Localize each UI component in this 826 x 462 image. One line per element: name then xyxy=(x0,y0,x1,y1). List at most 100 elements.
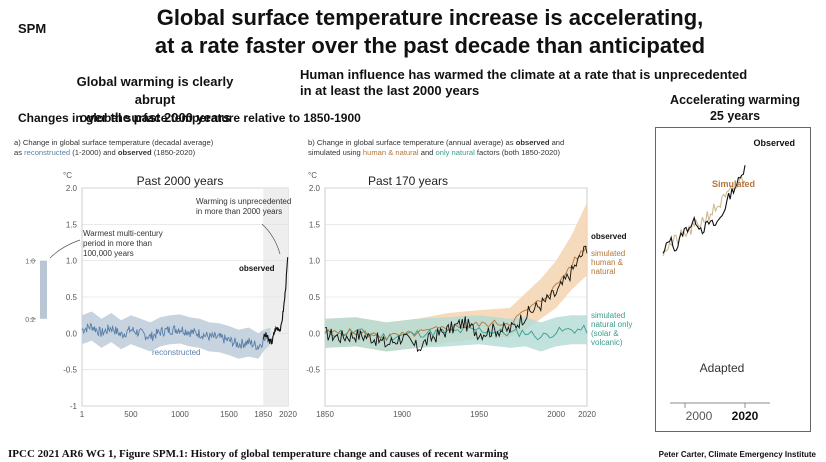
caption-b-human: human & natural xyxy=(362,148,419,157)
caption-b: b) Change in global surface temperature … xyxy=(308,138,628,158)
left-subtitle-line-1: Global warming is clearly abrupt xyxy=(76,74,234,107)
adapted-label: Adapted xyxy=(700,361,745,375)
spm-label: SPM xyxy=(18,21,47,36)
x-tick-label: 500 xyxy=(124,410,138,419)
natural-only-line xyxy=(324,324,588,342)
unit-label: °C xyxy=(308,171,317,180)
warmest-annotation-line: 100,000 years xyxy=(83,249,134,258)
x-tick-label: 2020 xyxy=(578,410,596,419)
legend-human-line: simulated xyxy=(591,249,625,258)
x-tick-label: 1950 xyxy=(470,410,488,419)
mid-subtitle-line-1: Human influence has warmed the climate a… xyxy=(300,67,748,82)
inset-frame xyxy=(655,127,811,432)
title-line-2: at a rate faster over the past decade th… xyxy=(154,33,706,58)
x-tick-label: 1900 xyxy=(393,410,411,419)
warmest-annotation-line: period in more than xyxy=(83,239,152,248)
observed-label: observed xyxy=(239,264,275,273)
chart-past-170-years: 2.0 1.5 1.0 0.5 0.0 -0.5 1850 1900 1950 2000 2020 °… xyxy=(306,171,632,419)
caption-a-reconstructed: reconstructed xyxy=(24,148,71,157)
caption-a-part4: (1850-2020) xyxy=(151,148,196,157)
legend-natural-only: simulated natural only (solar & volcanic) xyxy=(591,311,632,347)
y-tick-label: 2.0 xyxy=(309,184,321,193)
caption-b-part5: factors (both 1850-2020) xyxy=(474,148,561,157)
observed-label: Observed xyxy=(753,138,795,148)
observed-line xyxy=(262,257,289,345)
caption-b-observed: observed xyxy=(515,138,550,147)
chart-past-2000-years: 2.01.51.00.50.0-0.5-11 500 1000 1500 1850 202… xyxy=(25,171,297,419)
legend-natural-line: simulated xyxy=(591,311,625,320)
y-tick-label: 0.0 xyxy=(309,329,321,338)
inset-title-line-1: Accelerating warming xyxy=(670,93,800,107)
side-bar-top-label: 1.0 xyxy=(25,259,35,266)
title-line-1: Global surface temperature increase is a… xyxy=(156,5,704,30)
inset-title: Accelerating warming 25 years xyxy=(655,92,815,124)
caption-b-part2: and xyxy=(549,138,565,147)
warming-arrow xyxy=(261,223,281,255)
warmest-annotation: Warmest multi-century period in more than… xyxy=(83,229,163,258)
legend-human-natural: simulated human & natural xyxy=(591,249,625,276)
side-bar-bottom-label: 0.2 xyxy=(25,317,35,324)
caption-a-observed: observed xyxy=(117,148,152,157)
y-tick-label: 2.0 xyxy=(66,184,78,193)
simulated-line xyxy=(662,176,746,257)
warmest-annotation-line: Warmest multi-century xyxy=(83,229,163,238)
caption-b-part4: and xyxy=(418,148,436,157)
reconstructed-band xyxy=(82,311,271,359)
legend-natural-line: (solar & xyxy=(591,329,619,338)
chart-accelerating-warming: Observed Simulated Adapted 2000 2020 xyxy=(662,138,795,423)
x-tick-label: 1500 xyxy=(220,410,238,419)
y-tick-label: 0.5 xyxy=(309,293,321,302)
legend-human-line: natural xyxy=(591,267,616,276)
panel-title: Past 2000 years xyxy=(137,174,224,188)
inset-x-tick-label: 2020 xyxy=(732,409,759,423)
mid-subtitle-line-2: in at least the last 2000 years xyxy=(300,83,480,98)
warmest-period-bar xyxy=(40,260,47,319)
y-tick-label: 0.0 xyxy=(66,329,78,338)
inset-x-tick-label: 2000 xyxy=(686,409,713,423)
human-natural-band xyxy=(325,202,587,352)
legend-natural-line: volcanic) xyxy=(591,338,623,347)
legend-observed: observed xyxy=(591,232,627,241)
warming-annotation: Warming is unprecedented in more than 200… xyxy=(196,197,291,216)
y-tick-label: 0.5 xyxy=(66,293,78,302)
y-tick-label: 1.0 xyxy=(309,257,321,266)
x-tick-label: 2000 xyxy=(547,410,565,419)
panel-title: Past 170 years xyxy=(368,174,448,188)
reconstructed-line xyxy=(81,322,271,351)
mid-subtitle: Human influence has warmed the climate a… xyxy=(300,67,760,99)
caption-b-part3: simulated using xyxy=(308,148,363,157)
y-tick-label: -1 xyxy=(70,402,78,411)
source-footer: IPCC 2021 AR6 WG 1, Figure SPM.1: Histor… xyxy=(8,448,509,460)
caption-b-part1: b) Change in global surface temperature … xyxy=(308,138,516,147)
x-tick-label: 1000 xyxy=(171,410,189,419)
y-tick-label: -0.5 xyxy=(63,366,77,375)
caption-b-natural: only natural xyxy=(435,148,475,157)
x-tick-label: 2020 xyxy=(279,410,297,419)
inset-title-line-2: 25 years xyxy=(709,109,761,123)
changes-heading: Changes in global surface temperature re… xyxy=(18,111,361,125)
y-tick-label: 1.5 xyxy=(309,220,321,229)
caption-a-prefix: as xyxy=(14,148,25,157)
x-tick-label: 1 xyxy=(80,410,85,419)
y-tick-label: 1.0 xyxy=(66,257,78,266)
x-tick-label: 1850 xyxy=(254,410,272,419)
y-tick-label: 1.5 xyxy=(66,220,78,229)
legend-human-line: human & xyxy=(591,258,624,267)
unit-label: °C xyxy=(63,171,72,180)
caption-a-part3: (1-2000) and xyxy=(70,148,118,157)
caption-a-part1: a) Change in global surface temperature … xyxy=(14,138,214,147)
left-subtitle: Global warming is clearly abrupt over th… xyxy=(55,73,255,127)
left-subtitle-line-2: over the past 2000 years xyxy=(79,110,231,125)
legend-natural-line: natural only xyxy=(591,320,632,329)
page-title: Global surface temperature increase is a… xyxy=(110,4,750,60)
x-tick-label: 1850 xyxy=(316,410,334,419)
simulated-label: Simulated xyxy=(712,179,755,189)
y-tick-label: -0.5 xyxy=(306,366,320,375)
caption-a: a) Change in global surface temperature … xyxy=(14,138,299,158)
reconstructed-label: reconstructed xyxy=(152,348,200,357)
observed-line xyxy=(324,245,588,353)
warming-annotation-line: Warming is unprecedented xyxy=(196,197,291,206)
credit-footer: Peter Carter, Climate Emergency Institut… xyxy=(658,450,816,459)
warmest-arrow xyxy=(49,239,81,259)
observed-line xyxy=(662,165,746,254)
